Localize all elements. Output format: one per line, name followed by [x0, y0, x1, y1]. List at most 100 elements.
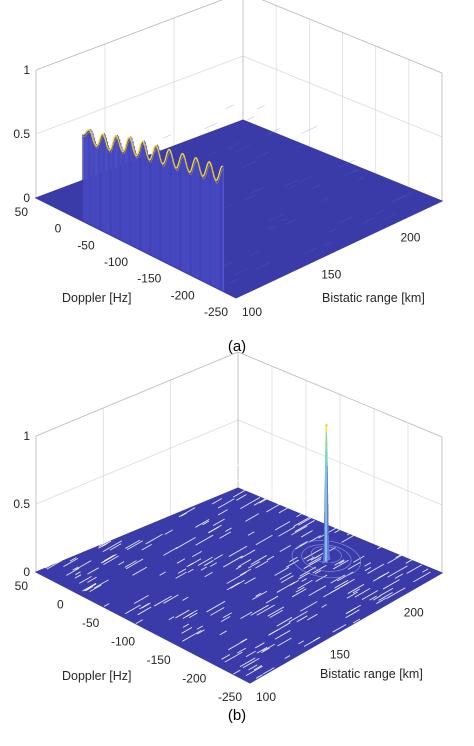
- surface-noise-mark: [46, 560, 63, 570]
- surface-noise-mark: [331, 517, 340, 523]
- surface-noise-mark: [196, 469, 216, 481]
- surface-noise-mark: [285, 179, 298, 187]
- surface-noise-mark: [422, 568, 429, 573]
- surface-noise-mark: [224, 651, 243, 663]
- back-walls: [35, 351, 443, 574]
- surface-noise-mark: [208, 151, 216, 156]
- surface-noise-mark: [266, 500, 285, 513]
- surface-noise-mark: [372, 595, 381, 601]
- surface-noise-mark: [261, 475, 281, 487]
- surface-noise-mark: [175, 571, 187, 579]
- x-tick-label: -200: [171, 288, 195, 302]
- surface-noise-mark: [339, 560, 345, 564]
- surface-noise-mark: [168, 616, 175, 621]
- surface-noise-mark: [66, 567, 80, 576]
- surface-noise-mark: [247, 531, 255, 536]
- surface-noise-mark: [223, 555, 243, 568]
- surface-noise-mark: [265, 595, 279, 604]
- x-tick-label: -150: [137, 272, 161, 286]
- surface-noise-mark: [163, 546, 178, 556]
- surface-noise-mark: [175, 609, 190, 619]
- y-tick-label: 150: [321, 268, 341, 282]
- surface-noise-mark: [226, 571, 247, 584]
- surface-noise-mark: [333, 559, 349, 570]
- surface-noise-mark: [240, 568, 252, 576]
- surface-noise-mark: [219, 630, 227, 636]
- surface-noise-mark: [178, 507, 196, 518]
- surface-noise-mark: [269, 609, 284, 618]
- surface-noise-mark: [204, 571, 213, 578]
- surface-noise-mark: [295, 586, 305, 593]
- surface-noise-mark: [235, 145, 251, 153]
- surface-noise-mark: [352, 524, 370, 535]
- wall-grid-line: [35, 0, 223, 71]
- surface-noise-mark: [245, 665, 263, 677]
- surface-noise-mark: [353, 169, 360, 173]
- surface-noise-mark: [181, 627, 193, 634]
- surface-noise-mark: [228, 142, 240, 149]
- y-axis-label: Bistatic range [km]: [320, 667, 423, 681]
- y-tick-label: 100: [256, 690, 276, 704]
- surface-noise-mark: [290, 579, 299, 586]
- surface-noise-mark: [369, 595, 377, 601]
- surface-noise-mark: [284, 218, 298, 225]
- z-tick-label: 0.5: [13, 127, 30, 141]
- surface-noise-mark: [305, 247, 319, 254]
- surface-noise-mark: [362, 217, 375, 224]
- surface-noise-mark: [276, 616, 293, 627]
- surface-noise-mark: [284, 655, 291, 659]
- surface-noise-mark: [330, 574, 346, 584]
- surface-noise-mark: [347, 583, 365, 594]
- surface-noise-mark: [315, 574, 328, 582]
- surface-noise-mark: [103, 554, 115, 562]
- surface-noise-mark: [175, 536, 196, 550]
- surface-noise-mark: [146, 508, 152, 513]
- surface-noise-mark: [75, 560, 92, 571]
- surface-noise-mark: [145, 533, 163, 545]
- surface-noise-mark: [182, 623, 190, 628]
- surface-noise-mark: [233, 472, 252, 484]
- surface-noise-mark: [139, 603, 150, 610]
- surface-noise-mark: [293, 514, 314, 527]
- surface-noise-mark: [278, 503, 295, 514]
- surface-noise-mark: [303, 636, 321, 647]
- surface-noise-mark: [163, 594, 179, 604]
- surface-noise-mark: [314, 570, 321, 575]
- surface-noise-mark: [295, 541, 309, 550]
- axis-box-line: [35, 351, 443, 438]
- surface-noise-mark: [296, 615, 308, 623]
- surface-noise-mark: [93, 579, 109, 589]
- surface-noise-mark: [374, 210, 383, 216]
- x-tick-label: 0: [57, 598, 64, 612]
- surface-noise-mark: [191, 550, 202, 558]
- surface-noise-mark: [303, 548, 323, 560]
- surface-noise-mark: [248, 561, 260, 569]
- surface-noise-mark: [219, 531, 232, 539]
- wall-grid-line: [35, 419, 239, 505]
- surface-noise-mark: [248, 664, 258, 671]
- surface-noise-mark: [210, 607, 225, 616]
- surface-noise-mark: [109, 543, 122, 551]
- surface-noise-mark: [185, 609, 198, 618]
- surface-noise-mark: [377, 538, 395, 550]
- x-tick-label: -100: [104, 255, 128, 269]
- surface-noise-mark: [225, 104, 235, 109]
- surface-noise-mark: [196, 629, 205, 635]
- surface-noise-mark: [214, 468, 230, 478]
- z-tick-label: 0.5: [13, 497, 30, 511]
- surface-noise-mark: [176, 558, 186, 564]
- surface-noise-mark: [74, 574, 82, 579]
- surface-noise-mark: [181, 512, 187, 517]
- surface-noise-mark: [265, 132, 274, 137]
- x-tick-label: -200: [182, 672, 206, 686]
- surface-noise-mark: [379, 587, 394, 597]
- surface-noise-mark: [384, 214, 395, 220]
- surface-noise-mark: [212, 518, 225, 527]
- surface-noise-mark: [291, 525, 308, 536]
- x-tick-label: -250: [204, 305, 228, 319]
- surface-noise-mark: [159, 571, 166, 576]
- surface-noise-mark: [215, 464, 232, 475]
- surface-noise-mark: [135, 619, 143, 624]
